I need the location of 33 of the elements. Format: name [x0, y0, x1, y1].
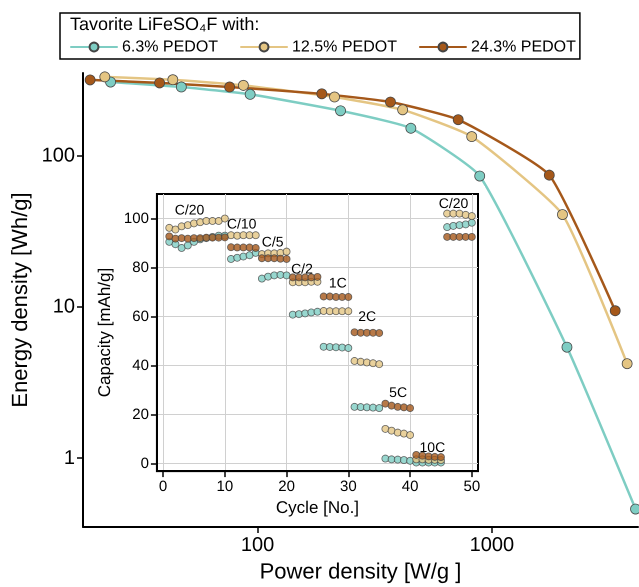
y-tick-label: 10: [52, 296, 75, 318]
legend-title: Tavorite LiFeSO₄F with:: [70, 14, 260, 34]
x-tick-label: 20: [278, 478, 295, 496]
annotation: 5C: [389, 384, 408, 400]
x-tick-label: 40: [402, 478, 418, 496]
x-tick-label: 1000: [470, 534, 514, 556]
y-axis-title: Energy density [Wh/g]: [7, 192, 32, 408]
y-tick-label: 100: [42, 144, 75, 166]
annotation: C/2: [291, 260, 314, 276]
x-tick-label: 30: [340, 478, 357, 496]
y-axis-title: Capacity [mAh/g]: [95, 268, 114, 398]
x-tick-label: 10: [216, 478, 234, 496]
x-axis-title: Power density [W/g ]: [260, 558, 462, 584]
y-tick-label: 1: [64, 447, 75, 469]
y-tick-label: 20: [132, 406, 149, 424]
x-tick-label: 0: [158, 478, 168, 496]
annotation: 2C: [358, 308, 376, 324]
annotation: 1C: [328, 274, 347, 290]
y-tick-label: 40: [132, 357, 149, 374]
annotation: C/20: [438, 195, 469, 212]
annotation: C/5: [262, 234, 284, 250]
legend-label: 6.3% PEDOT: [122, 38, 218, 56]
y-tick-label: 60: [132, 308, 149, 326]
legend-label: 12.5% PEDOT: [292, 38, 398, 56]
x-tick-label: 50: [463, 478, 480, 496]
legend-label: 24.3% PEDOT: [470, 38, 576, 56]
annotation: 10C: [420, 438, 446, 455]
y-tick-label: 100: [124, 210, 149, 228]
annotation: C/20: [174, 201, 204, 218]
x-axis-title: Cycle [No.]: [276, 498, 360, 517]
annotation: C/10: [226, 215, 257, 232]
y-tick-label: 0: [140, 455, 149, 472]
y-tick-label: 80: [132, 259, 149, 276]
